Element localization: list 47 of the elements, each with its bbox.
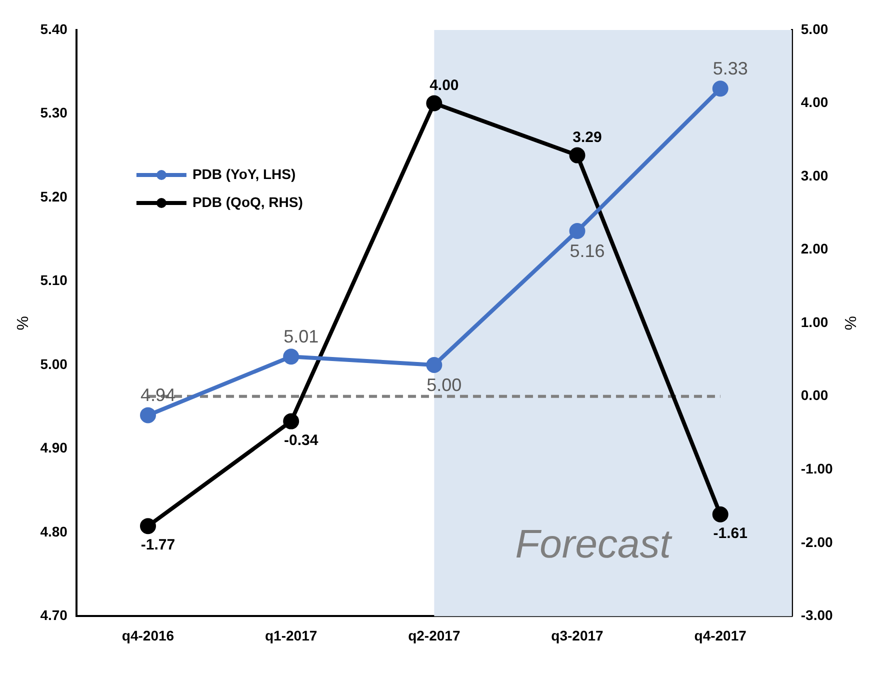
- y2-tick-label: -1.00: [800, 460, 834, 477]
- data-label: 4.94: [140, 385, 176, 406]
- y-tick-label: 5.10: [40, 272, 68, 288]
- y2-axis-title: %: [840, 316, 858, 330]
- y2-tick-label: -3.00: [800, 607, 834, 624]
- y-axis-title: %: [15, 316, 32, 330]
- data-label: 5.01: [284, 326, 319, 347]
- point: [426, 95, 442, 112]
- y-tick-label: 4.70: [40, 607, 68, 624]
- point: [140, 407, 156, 424]
- point: [569, 147, 586, 164]
- y2-tick-label: 1.00: [800, 314, 828, 330]
- point: [569, 222, 586, 239]
- legend-label: PDB (YoY, LHS): [192, 166, 296, 182]
- data-label: 5.00: [426, 374, 462, 395]
- data-label: -1.77: [140, 536, 176, 554]
- y2-tick-label: 5.00: [800, 20, 828, 37]
- point: [140, 518, 156, 534]
- y-tick-label: 5.30: [40, 104, 68, 121]
- point: [426, 356, 442, 373]
- point: [712, 506, 728, 522]
- point: [283, 348, 300, 365]
- y-tick-label: 4.90: [40, 440, 68, 456]
- data-label: 3.29: [572, 128, 602, 146]
- x-tick-label: q4-2017: [694, 627, 747, 644]
- point: [712, 80, 728, 97]
- legend-label: PDB (QoQ, RHS): [192, 194, 303, 210]
- y2-tick-label: -2.00: [800, 534, 834, 550]
- y2-tick-label: 0.00: [800, 387, 828, 404]
- band-label: Forecast: [515, 522, 673, 566]
- data-label: -0.34: [284, 432, 319, 449]
- y-tick-label: 5.20: [40, 188, 68, 204]
- x-tick-label: q1-2017: [265, 627, 318, 644]
- data-label: -1.61: [713, 524, 748, 542]
- point: [283, 413, 300, 430]
- x-tick-label: q3-2017: [551, 627, 604, 644]
- data-label: 5.33: [712, 58, 748, 79]
- y2-tick-label: 4.00: [800, 94, 828, 110]
- x-tick-label: q4-2016: [122, 627, 174, 644]
- y-tick-label: 5.40: [40, 20, 68, 37]
- x-tick-label: q2-2017: [408, 627, 460, 644]
- y-tick-label: 5.00: [40, 356, 68, 372]
- y2-tick-label: 2.00: [800, 240, 828, 257]
- data-label: 4.00: [430, 76, 459, 94]
- y-tick-label: 4.80: [40, 523, 68, 540]
- data-label: 5.16: [570, 240, 605, 261]
- y2-tick-label: 3.00: [800, 167, 828, 184]
